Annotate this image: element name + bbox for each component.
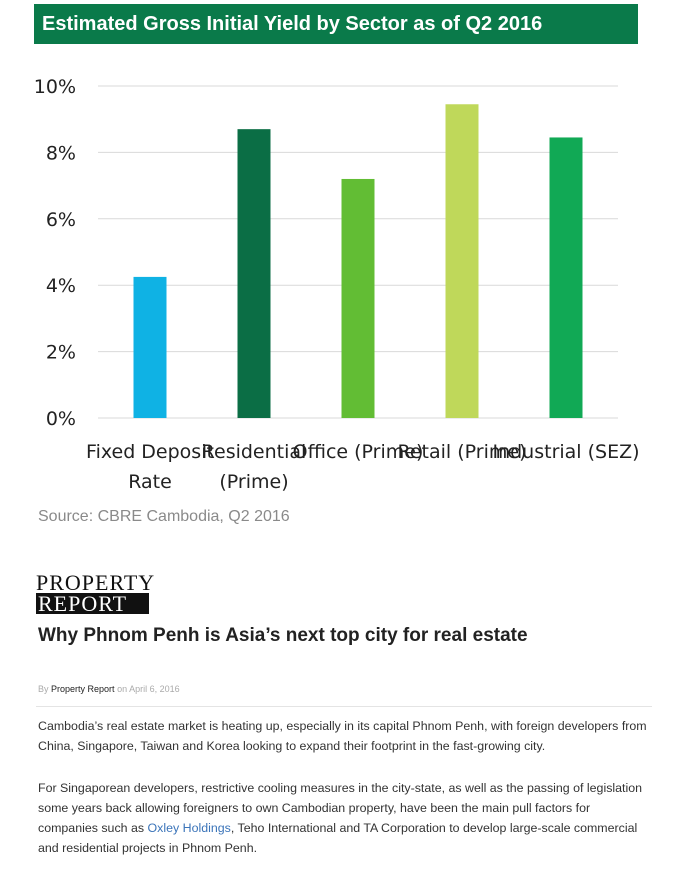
x-tick-label: Retail (Prime)	[398, 441, 527, 463]
byline-date: on April 6, 2016	[117, 684, 180, 694]
bar-chart: 0% 2% 4% 6% 8% 10% Fixed Deposit Rate Residentia…	[34, 76, 640, 493]
article-paragraph-1: Cambodia’s real estate market is heating…	[38, 719, 647, 753]
paragraph-2-text-end: , Teho International and TA Corporation …	[38, 821, 638, 855]
y-tick-label: 0%	[46, 408, 76, 430]
x-tick-label: Fixed Deposit	[86, 441, 214, 463]
article-headline[interactable]: Why Phnom Penh is Asia’s next top city f…	[38, 625, 528, 646]
bar	[237, 129, 271, 418]
logo-line-1: PROPERTY	[36, 570, 156, 595]
bar	[549, 137, 583, 418]
byline-author[interactable]: Property Report	[51, 684, 115, 694]
divider	[36, 706, 652, 707]
x-tick-label: (Prime)	[219, 471, 288, 493]
article-byline: By Property Report on April 6, 2016	[38, 684, 180, 694]
oxley-holdings-link[interactable]: Oxley Holdings	[147, 821, 231, 835]
bar	[445, 104, 479, 418]
y-tick-label: 4%	[46, 275, 76, 297]
paragraph-2-text-start: For Singaporean developers, restrictive …	[38, 781, 643, 835]
y-tick-label: 2%	[46, 342, 76, 364]
bar	[341, 178, 375, 418]
y-tick-label: 10%	[34, 76, 76, 98]
article-paragraph-2: For Singaporean developers, restrictive …	[38, 778, 652, 858]
y-tick-label: 6%	[46, 209, 76, 231]
chart-source: Source: CBRE Cambodia, Q2 2016	[38, 508, 290, 525]
y-tick-label: 8%	[46, 142, 76, 164]
property-report-logo: PROPERTY REPORT	[36, 572, 176, 616]
bar	[133, 276, 167, 418]
chart-title: Estimated Gross Initial Yield by Sector …	[34, 4, 638, 44]
x-tick-label: Residential	[202, 441, 307, 463]
logo-line-2: REPORT	[36, 593, 150, 615]
x-tick-label: Rate	[128, 471, 172, 493]
x-tick-label: Office (Prime)	[293, 441, 424, 463]
byline-by: By	[38, 684, 49, 694]
x-tick-label: Industrial (SEZ)	[492, 441, 639, 463]
